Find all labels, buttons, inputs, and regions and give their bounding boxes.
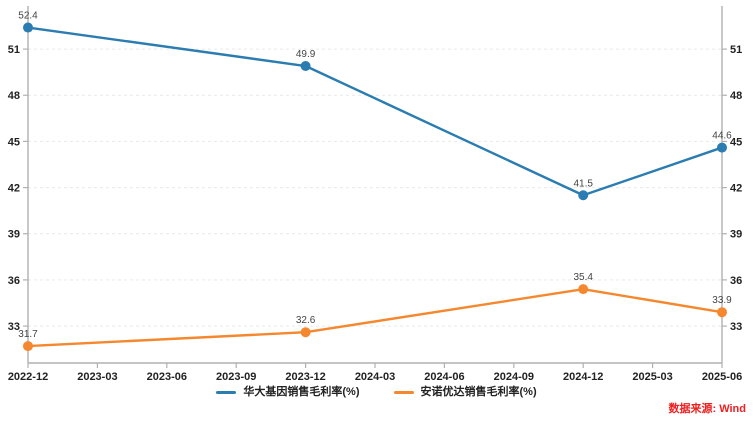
y-axis-label-right: 51 xyxy=(730,44,742,56)
data-point xyxy=(717,307,727,318)
series-line xyxy=(26,26,724,197)
x-axis-label: 2024-06 xyxy=(424,371,464,383)
y-axis-label-right: 33 xyxy=(730,321,742,333)
y-axis-label-left: 48 xyxy=(8,90,20,102)
data-point xyxy=(300,327,311,338)
data-point xyxy=(23,22,33,33)
x-axis-label: 2024-12 xyxy=(563,371,603,383)
data-point xyxy=(578,190,589,201)
legend-label-annuo: 安诺优达销售毛利率(%) xyxy=(420,386,537,398)
x-axis-label: 2023-03 xyxy=(77,371,117,383)
x-axis-label: 2023-12 xyxy=(285,371,325,383)
legend-item-huada[interactable]: 华大基因销售毛利率(%) xyxy=(216,386,360,398)
y-axis-label-right: 42 xyxy=(730,182,742,194)
data-point-label: 33.9 xyxy=(712,295,732,306)
data-source-note: 数据来源: Wind xyxy=(668,403,747,415)
data-point xyxy=(300,61,311,72)
x-axis-label: 2025-06 xyxy=(702,371,742,383)
data-point xyxy=(578,284,589,295)
data-point xyxy=(23,341,33,352)
legend-item-annuo[interactable]: 安诺优达销售毛利率(%) xyxy=(393,386,537,398)
data-point-label: 35.4 xyxy=(573,272,593,283)
y-axis-label-right: 45 xyxy=(730,136,742,148)
data-point-label: 52.4 xyxy=(18,11,38,22)
y-axis-label-left: 36 xyxy=(8,275,20,287)
legend: 华大基因销售毛利率(%) 安诺优达销售毛利率(%) xyxy=(0,387,753,398)
legend-label-huada: 华大基因销售毛利率(%) xyxy=(243,386,360,398)
y-axis-label-right: 39 xyxy=(730,229,742,241)
y-axis-label-right: 36 xyxy=(730,275,742,287)
y-axis-label-left: 51 xyxy=(8,44,20,56)
data-point-label: 41.5 xyxy=(573,178,593,189)
data-point-label: 31.7 xyxy=(18,329,38,340)
x-axis-label: 2023-06 xyxy=(147,371,187,383)
huada-series-swatch xyxy=(216,391,237,394)
y-axis-label-right: 48 xyxy=(730,90,742,102)
y-axis-label-left: 33 xyxy=(8,321,20,333)
data-point-label: 32.6 xyxy=(296,315,316,326)
y-axis-label-left: 42 xyxy=(8,182,20,194)
x-axis-label: 2023-09 xyxy=(216,371,256,383)
y-axis-label-left: 39 xyxy=(8,229,20,241)
annuo-series-swatch xyxy=(393,391,414,394)
series-line xyxy=(26,287,724,348)
x-axis-label: 2024-09 xyxy=(494,371,534,383)
x-axis-label: 2025-03 xyxy=(632,371,672,383)
data-point xyxy=(717,142,727,153)
data-point-label: 44.6 xyxy=(712,131,732,142)
data-point-label: 49.9 xyxy=(296,49,316,60)
x-axis-label: 2024-03 xyxy=(355,371,395,383)
x-axis-label: 2022-12 xyxy=(8,371,48,383)
y-axis-label-left: 45 xyxy=(8,136,20,148)
